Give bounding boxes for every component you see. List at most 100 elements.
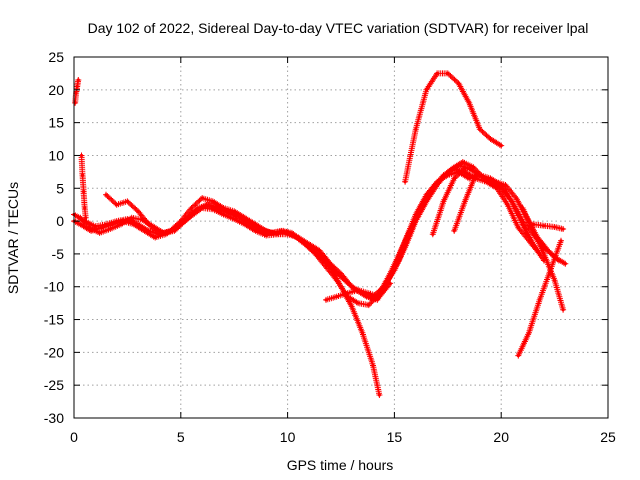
data-point (335, 295, 339, 299)
y-tick-label: 10 (48, 147, 64, 163)
series-markers (103, 168, 547, 303)
data-point (561, 227, 565, 231)
series-arc-g (402, 70, 505, 185)
data-point (461, 160, 465, 164)
data-point (538, 252, 542, 256)
series-markers (316, 250, 383, 398)
data-point (456, 81, 461, 85)
y-tick-label: 20 (48, 82, 64, 98)
data-point (467, 101, 471, 105)
data-point (78, 222, 82, 226)
data-point (115, 203, 119, 207)
data-point (542, 252, 546, 256)
series-arc-k (519, 205, 567, 313)
data-point (79, 153, 84, 158)
series-arc-m (72, 77, 82, 106)
data-point (441, 199, 446, 203)
data-point (281, 229, 285, 233)
data-point (260, 229, 264, 233)
data-point (136, 209, 140, 213)
data-point (546, 249, 550, 253)
data-point (130, 216, 134, 220)
y-tick-label: -15 (44, 312, 64, 328)
data-point (499, 183, 503, 187)
y-axis-label: SDTVAR / TECUs (5, 182, 21, 294)
data-point (345, 291, 349, 295)
data-point (217, 207, 221, 211)
y-tick-label: -20 (44, 344, 64, 360)
data-point (510, 199, 514, 203)
data-point (89, 229, 93, 233)
data-point (553, 225, 557, 229)
data-point (414, 127, 418, 131)
x-tick-label: 15 (387, 429, 403, 445)
data-point (121, 219, 125, 223)
x-tick-label: 10 (280, 429, 296, 445)
data-point (452, 176, 456, 180)
data-point (488, 176, 493, 180)
data-point (84, 216, 88, 220)
y-tick-label: 0 (56, 213, 64, 229)
data-point (420, 206, 424, 210)
data-point (495, 186, 499, 190)
data-point (189, 206, 194, 210)
data-point (559, 239, 563, 243)
data-point (356, 301, 360, 305)
data-point (78, 216, 82, 220)
data-point (388, 281, 392, 285)
data-point (371, 363, 375, 368)
data-point (527, 331, 531, 335)
data-point (553, 278, 557, 282)
data-point (499, 144, 503, 148)
data-layer (71, 70, 569, 398)
data-point (339, 285, 343, 289)
data-point (399, 249, 403, 253)
data-point (164, 232, 168, 236)
x-tick-label: 20 (493, 429, 509, 445)
data-point (82, 190, 86, 194)
data-point (142, 229, 147, 233)
data-point (75, 84, 79, 89)
y-tick-label: -30 (44, 410, 64, 426)
data-point (561, 308, 565, 312)
data-point (174, 226, 179, 230)
data-point (110, 222, 114, 226)
data-point (303, 242, 307, 246)
data-point (452, 167, 456, 171)
data-point (514, 196, 518, 200)
data-point (153, 235, 157, 240)
data-point (409, 226, 414, 230)
y-tick-label: -5 (52, 246, 65, 262)
axis-ticks: 0 5 10 15 20 25 -30 -25 -20 -15 -10 -5 0 5 10 15 20 25 (44, 49, 616, 445)
data-point (185, 216, 189, 220)
data-point (207, 203, 211, 207)
y-tick-label: 15 (48, 115, 64, 131)
data-point (100, 226, 104, 230)
series-arc-c (103, 168, 547, 303)
x-axis-label: GPS time / hours (287, 457, 394, 473)
data-point (424, 88, 428, 92)
x-tick-label: 25 (600, 429, 616, 445)
data-point (377, 295, 381, 299)
x-tick-label: 5 (177, 429, 185, 445)
data-point (516, 226, 520, 230)
series-arc-n (78, 152, 89, 221)
data-point (249, 222, 253, 226)
data-point (377, 393, 381, 397)
data-point (506, 203, 510, 207)
y-tick-label: 25 (48, 49, 64, 65)
y-tick-label: -25 (44, 377, 64, 393)
data-point (431, 186, 435, 190)
data-point (147, 222, 151, 226)
data-point (446, 71, 450, 75)
data-point (324, 298, 328, 302)
data-point (80, 173, 85, 177)
data-point (474, 173, 478, 177)
data-point (563, 262, 567, 266)
data-point (478, 173, 482, 177)
y-tick-label: 5 (56, 180, 64, 196)
data-point (463, 199, 467, 203)
data-point (531, 222, 535, 226)
data-point (98, 231, 102, 235)
data-point (463, 167, 467, 171)
